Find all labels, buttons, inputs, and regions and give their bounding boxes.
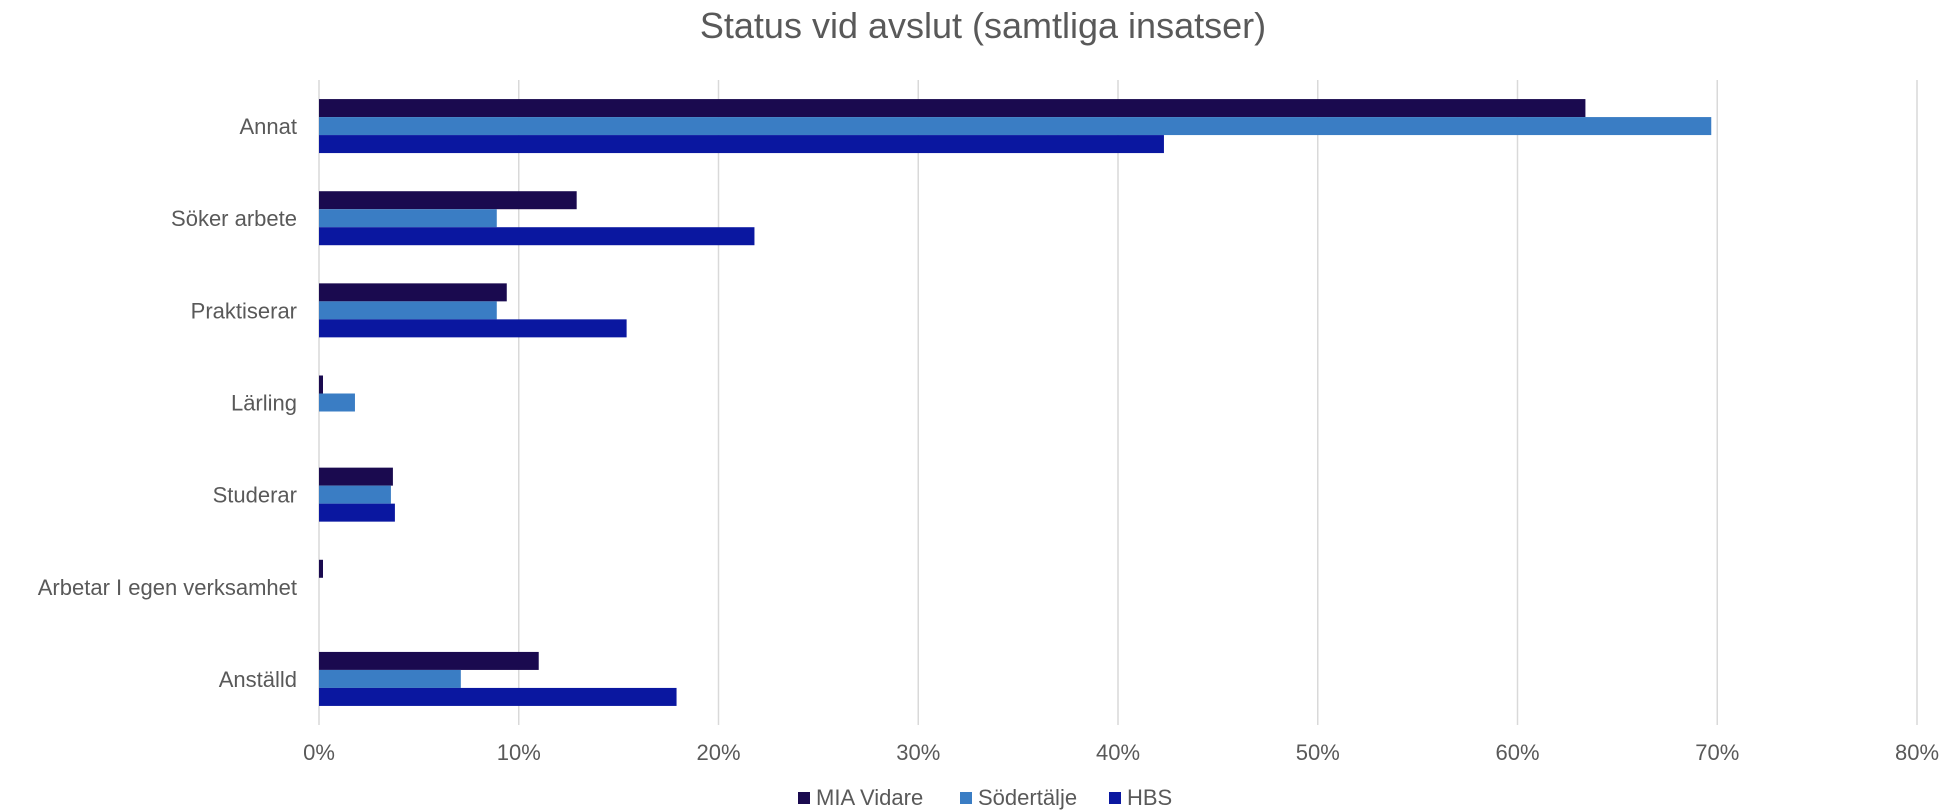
bar <box>319 559 323 578</box>
category-label: Lärling <box>231 391 297 416</box>
bar <box>319 135 1164 154</box>
bar <box>319 209 497 228</box>
bar <box>319 687 677 706</box>
bar <box>319 651 539 670</box>
x-tick-label: 70% <box>1695 740 1739 765</box>
legend-label: MIA Vidare <box>816 785 923 810</box>
legend-swatch <box>1109 792 1121 804</box>
bar <box>319 99 1586 118</box>
legend-label: Södertälje <box>978 785 1077 810</box>
legend-label: HBS <box>1127 785 1172 810</box>
bar <box>319 375 323 394</box>
x-axis-tick-labels: 0% 10% 20% 30% 40% 50% 60% 70% 80% <box>303 740 1939 765</box>
chart-title: Status vid avslut (samtliga insatser) <box>700 5 1266 46</box>
legend-swatch <box>798 792 810 804</box>
x-tick-label: 40% <box>1096 740 1140 765</box>
x-tick-label: 0% <box>303 740 335 765</box>
bar <box>319 117 1712 136</box>
bar <box>319 191 577 210</box>
bars <box>319 99 1712 706</box>
category-label: Annat <box>240 114 298 139</box>
x-tick-label: 50% <box>1296 740 1340 765</box>
bar <box>319 227 755 246</box>
category-label: Praktiserar <box>191 298 297 323</box>
x-tick-label: 60% <box>1495 740 1539 765</box>
bar <box>319 301 497 320</box>
bar <box>319 669 461 688</box>
x-tick-label: 30% <box>896 740 940 765</box>
legend-swatch <box>960 792 972 804</box>
category-label: Anställd <box>219 667 297 692</box>
bar <box>319 467 393 486</box>
legend: MIA Vidare Södertälje HBS <box>798 785 1172 810</box>
bar <box>319 319 627 338</box>
category-labels: Annat Söker arbete Praktiserar Lärling Stude… <box>38 114 297 692</box>
category-label: Arbetar I egen verksamhet <box>38 575 297 600</box>
gridlines <box>318 80 1918 725</box>
bar <box>319 485 391 504</box>
x-tick-label: 80% <box>1895 740 1939 765</box>
bar <box>319 503 395 522</box>
bar <box>319 283 507 302</box>
x-tick-label: 10% <box>497 740 541 765</box>
category-label: Studerar <box>213 483 297 508</box>
category-label: Söker arbete <box>171 206 297 231</box>
bar <box>319 393 355 412</box>
x-tick-label: 20% <box>696 740 740 765</box>
